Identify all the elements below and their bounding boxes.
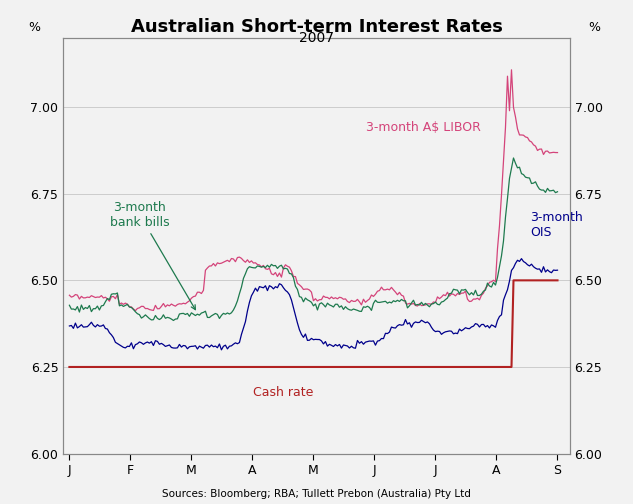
Text: %: % xyxy=(28,21,40,34)
Text: Australian Short-term Interest Rates: Australian Short-term Interest Rates xyxy=(130,18,503,36)
Text: Cash rate: Cash rate xyxy=(253,387,313,400)
Text: 3-month
OIS: 3-month OIS xyxy=(530,211,583,239)
Text: %: % xyxy=(588,21,600,34)
Text: 3-month A$ LIBOR: 3-month A$ LIBOR xyxy=(366,121,480,135)
Text: Sources: Bloomberg; RBA; Tullett Prebon (Australia) Pty Ltd: Sources: Bloomberg; RBA; Tullett Prebon … xyxy=(162,489,471,499)
Text: 3-month
bank bills: 3-month bank bills xyxy=(110,201,196,309)
Text: 2007: 2007 xyxy=(299,31,334,45)
